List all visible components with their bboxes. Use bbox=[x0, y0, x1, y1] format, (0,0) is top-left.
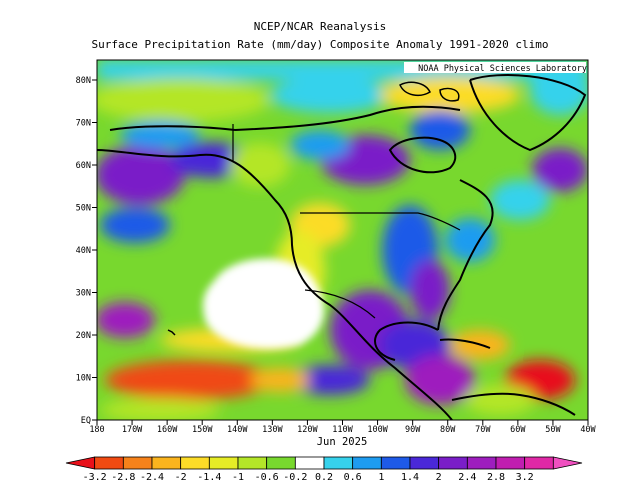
lat-tick-label: 40N bbox=[76, 246, 91, 256]
colorbar-cell bbox=[380, 456, 411, 470]
lon-tick-label: 90W bbox=[405, 425, 421, 435]
lon-tick-label: 120W bbox=[297, 425, 318, 435]
lat-tick-label: 20N bbox=[76, 331, 91, 341]
colorbar-label: -0.6 bbox=[255, 472, 279, 483]
colorbar-cell bbox=[352, 456, 382, 470]
colorbar-cell bbox=[180, 456, 210, 470]
colorbar-cell bbox=[409, 456, 440, 470]
colorbar-cell bbox=[94, 456, 124, 470]
colorbar-label: 1.4 bbox=[401, 472, 419, 483]
lon-tick-label: 170W bbox=[122, 425, 143, 435]
colorbar-label: 1 bbox=[378, 472, 384, 483]
colorbar-label: 2 bbox=[436, 472, 442, 483]
colorbar-label: -1 bbox=[232, 472, 244, 483]
lon-tick-label: 140W bbox=[227, 425, 248, 435]
colorbar-cell bbox=[266, 456, 296, 470]
lat-tick-label: 60N bbox=[76, 161, 91, 171]
colorbar-cell bbox=[294, 456, 325, 470]
colorbar-label: 3.2 bbox=[516, 472, 534, 483]
chart-subtitle: Surface Precipitation Rate (mm/day) Comp… bbox=[91, 38, 549, 51]
longitude-axis: 180 170W 160W 150W 140W 130W 120W 110W 100W 90W 80… bbox=[89, 420, 597, 435]
colorbar-labels: -3.2 -2.8 -2.4 -2 -1.4 -1 -0.6 -0.2 0.2 0.6 1 1.4 2 2… bbox=[83, 472, 534, 483]
colorbar-label: -2.4 bbox=[140, 472, 164, 483]
colorbar-cell bbox=[151, 456, 182, 470]
lon-tick-label: 180 bbox=[89, 425, 104, 435]
lon-tick-label: 110W bbox=[332, 425, 353, 435]
lon-tick-label: 80W bbox=[440, 425, 456, 435]
colorbar-label: 2.8 bbox=[487, 472, 505, 483]
borders bbox=[232, 124, 461, 319]
colorbar-label: -2.8 bbox=[111, 472, 135, 483]
lat-tick-label: 70N bbox=[76, 119, 91, 129]
lon-tick-label: 150W bbox=[192, 425, 213, 435]
colorbar-cell bbox=[495, 456, 526, 470]
colorbar-cell bbox=[237, 456, 268, 470]
precip-anomaly-field bbox=[97, 60, 588, 420]
colorbar-cell bbox=[65, 456, 96, 470]
colorbar-label: -1.4 bbox=[197, 472, 221, 483]
lon-tick-label: 100W bbox=[367, 425, 388, 435]
colorbar-cell bbox=[122, 456, 153, 470]
colorbar-cell bbox=[438, 456, 468, 470]
date-label: Jun 2025 bbox=[317, 436, 368, 448]
credit-label: NOAA Physical Sciences Laboratory bbox=[418, 64, 587, 74]
lat-tick-label: 80N bbox=[76, 76, 91, 86]
colorbar-cell bbox=[466, 456, 497, 470]
colorbar-label: -2 bbox=[175, 472, 187, 483]
lon-tick-label: 130W bbox=[262, 425, 283, 435]
colorbar-label: -0.2 bbox=[283, 472, 307, 483]
colorbar-label: 0.6 bbox=[344, 472, 362, 483]
colorbar-label: -3.2 bbox=[83, 472, 107, 483]
colorbar-cell bbox=[552, 456, 583, 470]
latitude-axis: EQ 10N 20N 30N 40N 50N 60N 70N 80N bbox=[76, 76, 97, 426]
colorbar-cell bbox=[208, 456, 239, 470]
lon-tick-label: 40W bbox=[580, 425, 596, 435]
colorbar bbox=[65, 456, 583, 470]
chart-title: NCEP/NCAR Reanalysis bbox=[253, 20, 387, 33]
coastlines bbox=[97, 74, 587, 420]
lat-tick-label: EQ bbox=[81, 416, 91, 426]
lat-tick-label: 50N bbox=[76, 204, 91, 214]
colorbar-cell bbox=[323, 456, 354, 470]
lon-tick-label: 60W bbox=[510, 425, 526, 435]
lon-tick-label: 50W bbox=[545, 425, 561, 435]
lat-tick-label: 30N bbox=[76, 289, 91, 299]
lon-tick-label: 160W bbox=[157, 425, 178, 435]
colorbar-label: 2.4 bbox=[458, 472, 476, 483]
colorbar-label: 0.2 bbox=[315, 472, 333, 483]
colorbar-cell bbox=[524, 456, 554, 470]
lon-tick-label: 70W bbox=[475, 425, 491, 435]
lat-tick-label: 10N bbox=[76, 374, 91, 384]
credit-box bbox=[404, 62, 586, 73]
